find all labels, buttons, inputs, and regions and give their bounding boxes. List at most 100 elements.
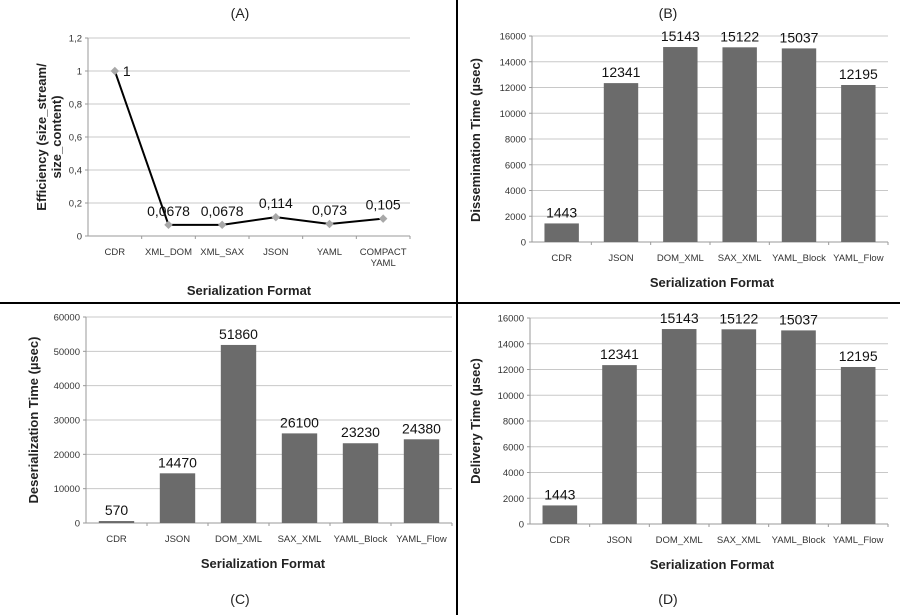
x-tick-label: CDR — [551, 253, 572, 264]
y-tick-label: 0,6 — [69, 133, 82, 144]
y-tick-label: 16000 — [500, 32, 526, 43]
x-tick-label: CDR — [550, 535, 571, 546]
bar — [220, 344, 257, 523]
y-tick-label: 40000 — [54, 381, 80, 392]
bar — [602, 365, 637, 524]
data-label: 15037 — [780, 29, 819, 45]
x-tick-label: YAML_Block — [772, 535, 826, 546]
data-label: 0,114 — [259, 195, 293, 211]
y-tick-label: 0 — [75, 519, 80, 530]
data-point — [164, 220, 173, 230]
y-tick-label: 1,2 — [69, 34, 82, 45]
chart-panel-1: (B) 0 2000 4000 6000 8000 10000 12000 14000 16000… — [468, 5, 889, 290]
data-label: 51860 — [219, 326, 258, 342]
x-tick-label: JSON — [607, 535, 632, 546]
x-tick-label: DOM_XML — [657, 253, 704, 264]
x-tick-label: SAX_XML — [717, 535, 761, 546]
data-label: 15143 — [660, 310, 699, 326]
y-tick-label: 0 — [77, 232, 82, 243]
bar — [721, 329, 757, 524]
y-tick-label: 50000 — [54, 347, 80, 358]
y-tick-label: 10000 — [500, 109, 526, 120]
data-point — [271, 212, 281, 222]
chart-panel-0: (A) 0 0,2 0,4 0,6 0,8 1 1,2 CDR XML_DOM XML_SAX JSO… — [34, 5, 411, 298]
y-tick-label: 12000 — [498, 365, 524, 376]
data-label: 14470 — [158, 454, 197, 470]
y-tick-label: 16000 — [498, 314, 524, 325]
data-point — [110, 66, 120, 76]
y-axis-title: Deserialization Time (µsec) — [26, 337, 41, 504]
y-tick-label: 10000 — [54, 484, 80, 495]
x-tick-label: YAML_Flow — [833, 253, 884, 264]
data-label: 15143 — [661, 28, 700, 44]
x-tick-label: JSON — [608, 253, 633, 264]
y-axis-title: Delivery Time (µsec) — [468, 358, 483, 484]
x-axis-title: Serialization Format — [201, 556, 326, 571]
x-tick-label: CDR — [106, 534, 127, 545]
y-tick-label: 14000 — [500, 57, 526, 68]
x-axis-title: Serialization Format — [650, 557, 775, 572]
y-tick-label: 0,2 — [69, 199, 82, 210]
y-tick-label: 0 — [519, 520, 524, 531]
bar — [342, 443, 379, 523]
data-label: 1443 — [544, 486, 575, 502]
data-label: 570 — [105, 502, 129, 518]
y-tick-label: 60000 — [54, 313, 80, 324]
bar — [403, 439, 440, 523]
series-line — [113, 70, 384, 226]
y-tick-label: 8000 — [505, 135, 526, 146]
x-axis-title: Serialization Format — [187, 283, 312, 298]
chart-panel-2: (C) 0 10000 20000 30000 40000 50000 60000 CDR JSO… — [26, 313, 453, 607]
x-tick-label: DOM_XML — [656, 535, 703, 546]
x-axis-title: Serialization Format — [650, 275, 775, 290]
data-label: 12195 — [839, 348, 878, 364]
data-point — [325, 219, 334, 229]
x-tick-label: YAML_Block — [334, 534, 388, 545]
bar — [840, 366, 876, 524]
data-point — [378, 214, 388, 223]
data-label: 23230 — [341, 424, 380, 440]
y-axis-title: Efficiency (size_stream/size_content) — [34, 63, 64, 211]
x-tick-label: JSON — [263, 247, 288, 258]
y-tick-label: 6000 — [503, 442, 524, 453]
x-tick-label: CDR — [105, 247, 126, 258]
bar — [841, 84, 876, 242]
bar — [663, 47, 698, 242]
y-tick-label: 4000 — [505, 186, 526, 197]
x-tick-label: JSON — [165, 534, 190, 545]
x-tick-label: XML_DOM — [145, 247, 192, 258]
bar — [781, 48, 817, 243]
data-label: 12341 — [602, 64, 641, 80]
bar — [542, 505, 578, 524]
data-label: 1 — [123, 63, 131, 79]
y-tick-label: 30000 — [54, 416, 80, 427]
data-label: 1443 — [546, 204, 577, 220]
bar — [661, 329, 697, 524]
y-tick-label: 12000 — [500, 83, 526, 94]
x-tick-label: SAX_XML — [278, 534, 322, 545]
y-tick-label: 6000 — [505, 160, 526, 171]
data-label: 26100 — [280, 414, 319, 430]
data-label: 15037 — [779, 311, 818, 327]
x-tick-label: COMPACT YAML — [360, 247, 407, 269]
data-label: 15122 — [719, 310, 758, 326]
panel-letter: (C) — [230, 591, 249, 607]
data-label: 0,105 — [366, 197, 401, 213]
y-tick-label: 4000 — [503, 468, 524, 479]
y-tick-label: 0 — [521, 238, 526, 249]
x-tick-label: YAML_Flow — [396, 534, 447, 545]
panel-letter: (B) — [659, 5, 678, 21]
data-point — [217, 220, 227, 230]
bar — [159, 473, 196, 523]
bar — [781, 330, 816, 524]
data-label: 15122 — [720, 28, 759, 44]
y-tick-label: 2000 — [503, 494, 524, 505]
chart-panels: (A) 0 0,2 0,4 0,6 0,8 1 1,2 CDR XML_DOM XML_SAX JSO… — [26, 5, 889, 607]
bar — [98, 521, 135, 523]
bar — [544, 223, 579, 242]
x-tick-label: YAML_Flow — [833, 535, 884, 546]
data-label: 0,0678 — [201, 203, 244, 219]
y-tick-label: 10000 — [498, 391, 524, 402]
x-tick-label: YAML_Block — [772, 253, 826, 264]
